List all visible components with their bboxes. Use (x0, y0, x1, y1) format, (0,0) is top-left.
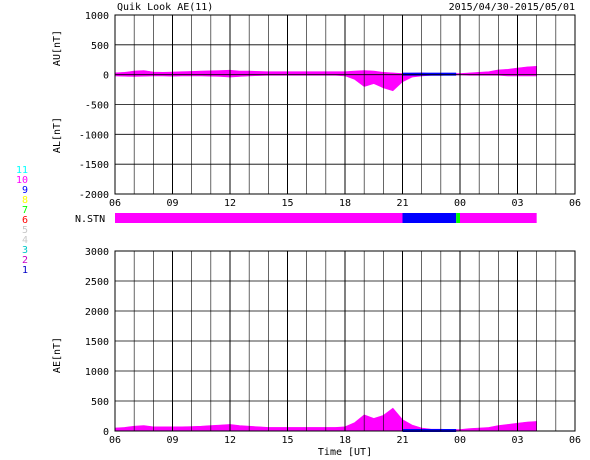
station-legend-entry: 4 (22, 235, 28, 246)
station-legend-entry: 11 (16, 165, 28, 176)
station-legend-entry: 10 (16, 175, 28, 186)
y-tick-label: -1000 (79, 130, 109, 141)
x-tick-label: 21 (396, 198, 408, 209)
y-tick-label: -1500 (79, 160, 109, 171)
au-axis-label: AU[nT] (52, 30, 63, 66)
x-tick-label: 00 (454, 435, 466, 446)
x-tick-label: 09 (166, 435, 178, 446)
station-legend-entry: 3 (22, 245, 28, 256)
ae-axis-label: AE[nT] (52, 337, 63, 373)
chart-title: Quik Look AE(11) (117, 2, 213, 13)
y-tick-label: 2000 (85, 307, 109, 318)
au-al-y-ticks: 1000 500 0 -500 -1000 -1500 -2000 (79, 11, 109, 201)
al-axis-label: AL[nT] (52, 117, 63, 153)
ae-grid (114, 250, 576, 432)
x-tick-label: 09 (166, 198, 178, 209)
station-legend-entry: 1 (22, 265, 28, 276)
x-tick-label: 00 (454, 198, 466, 209)
station-count-segment (115, 213, 403, 223)
station-count-bars (115, 213, 537, 223)
x-tick-label: 03 (511, 198, 523, 209)
x-tick-label: 06 (109, 198, 121, 209)
x-tick-label: 12 (224, 435, 236, 446)
station-legend-entry: 2 (22, 255, 28, 266)
y-tick-label: 2500 (85, 277, 109, 288)
ae-x-ticks: 06 09 12 15 18 21 00 03 06 (109, 435, 581, 446)
x-tick-label: 21 (396, 435, 408, 446)
station-count-panel: N.STN (75, 213, 537, 225)
y-tick-label: 0 (103, 427, 109, 438)
y-tick-label: 0 (103, 71, 109, 82)
series-area-au (114, 65, 537, 75)
time-axis-label: Time [UT] (318, 447, 372, 458)
plot-frame (114, 250, 576, 432)
x-tick-label: 12 (224, 198, 236, 209)
ae-y-ticks: 3000 2500 2000 1500 1000 500 0 (85, 247, 109, 438)
au-al-fill (114, 65, 537, 92)
x-tick-label: 03 (511, 435, 523, 446)
series-area-al (114, 74, 537, 92)
x-tick-label: 15 (281, 198, 293, 209)
station-legend-entry: 6 (22, 215, 28, 226)
station-legend-entry: 9 (22, 185, 28, 196)
y-tick-label: 500 (91, 397, 109, 408)
y-tick-label: 3000 (85, 247, 109, 258)
au-al-grid (114, 14, 576, 195)
station-count-segment (456, 213, 460, 223)
x-tick-label: 15 (281, 435, 293, 446)
station-count-segment (402, 213, 457, 223)
y-tick-label: -500 (85, 101, 109, 112)
x-tick-label: 18 (339, 435, 351, 446)
station-count-segment (460, 213, 537, 223)
series-area-ae (114, 407, 537, 432)
station-legend-entry: 7 (22, 205, 28, 216)
station-legend-entry: 5 (22, 225, 28, 236)
au-al-x-ticks: 06 09 12 15 18 21 00 03 06 (109, 198, 581, 209)
station-count-label: N.STN (75, 214, 105, 225)
y-tick-label: 1500 (85, 337, 109, 348)
y-tick-label: 1000 (85, 367, 109, 378)
y-tick-label: -2000 (79, 190, 109, 201)
plot-frame (114, 14, 576, 195)
x-tick-label: 18 (339, 198, 351, 209)
y-tick-label: 1000 (85, 11, 109, 22)
date-range: 2015/04/30-2015/05/01 (449, 2, 575, 13)
y-tick-label: 500 (91, 41, 109, 52)
x-tick-label: 06 (569, 198, 581, 209)
x-tick-label: 06 (569, 435, 581, 446)
au-al-panel: 1000 500 0 -500 -1000 -1500 -2000 06 09 12 15 18 21… (52, 11, 581, 209)
x-tick-label: 06 (109, 435, 121, 446)
low-station-segment (402, 72, 457, 76)
station-legend-entry: 8 (22, 195, 28, 206)
